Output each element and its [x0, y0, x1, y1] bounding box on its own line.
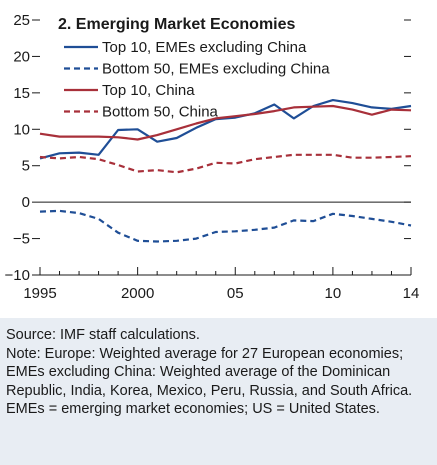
x-tick-label: 05 — [227, 285, 244, 302]
series-line-1 — [39, 98, 412, 160]
chart-notes: Source: IMF staff calculations. Note: Eu… — [0, 318, 437, 465]
source-note: Source: IMF staff calculations. — [6, 327, 200, 343]
y-tick-label: 10 — [13, 121, 30, 138]
y-tick-label: 0 — [22, 194, 30, 211]
y-tick-label: −5 — [13, 231, 30, 248]
y-tick-label: −10 — [5, 267, 30, 284]
x-tick-label: 2000 — [121, 285, 154, 302]
x-tick-label: 1995 — [23, 285, 56, 302]
y-tick-label: 25 — [13, 12, 30, 29]
series-line-4 — [39, 153, 412, 174]
chart-axes — [40, 201, 411, 276]
explanatory-note: Note: Europe: Weighted average for 27 Eu… — [6, 345, 413, 418]
legend-label-4: Bottom 50, China — [102, 104, 219, 121]
legend-label-2: Bottom 50, EMEs excluding China — [102, 61, 330, 78]
y-tick-label: 5 — [22, 158, 30, 175]
x-tick-label: 14 — [403, 285, 420, 302]
chart-series-lines — [39, 98, 412, 243]
legend-label-3: Top 10, China — [102, 82, 195, 99]
y-tick-label: 20 — [13, 48, 30, 65]
chart-legend: Top 10, EMEs excluding China Bottom 50, E… — [64, 39, 330, 121]
series-line-2 — [39, 209, 412, 243]
x-tick-label: 10 — [325, 285, 342, 302]
chart-title: 2. Emerging Market Economies — [58, 16, 296, 33]
series-line-3 — [39, 104, 412, 141]
y-tick-label: 15 — [13, 85, 30, 102]
legend-label-1: Top 10, EMEs excluding China — [102, 39, 307, 56]
